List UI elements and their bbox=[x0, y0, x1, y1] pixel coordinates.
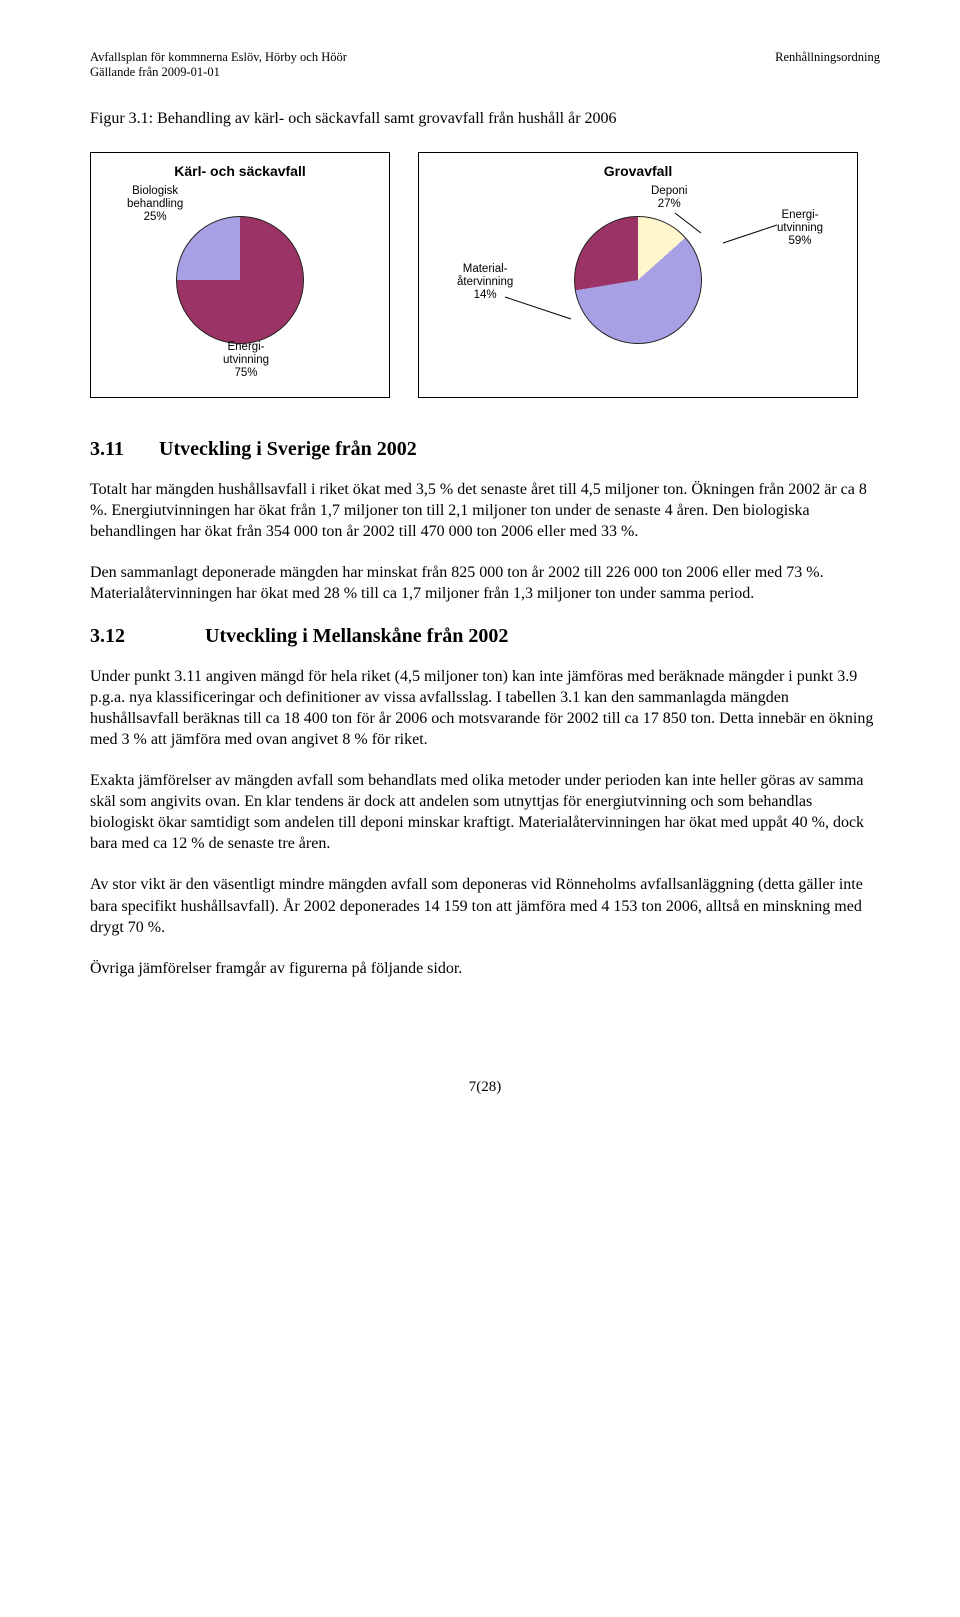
chart-box-karl: Kärl- och säckavfall Biologiskbehandling… bbox=[90, 152, 390, 398]
header-left: Avfallsplan för kommnerna Eslöv, Hörby o… bbox=[90, 50, 347, 80]
header-left-line2: Gällande från 2009-01-01 bbox=[90, 65, 347, 80]
chart-left-title: Kärl- och säckavfall bbox=[105, 163, 375, 179]
section-311-heading: 3.11 Utveckling i Sverige från 2002 bbox=[90, 438, 880, 461]
section-312-para3: Av stor vikt är den väsentligt mindre mä… bbox=[90, 874, 880, 937]
chart-right-body: Deponi27% Energi-utvinning59% Material-åte… bbox=[433, 185, 843, 375]
section-312-para1: Under punkt 3.11 angiven mängd för hela … bbox=[90, 666, 880, 750]
section-312-para4: Övriga jämförelser framgår av figurerna … bbox=[90, 958, 880, 979]
section-311-para1: Totalt har mängden hushållsavfall i rike… bbox=[90, 479, 880, 542]
section-311-para2: Den sammanlagt deponerade mängden har mi… bbox=[90, 562, 880, 604]
chart-left-body: Biologiskbehandling25%Energi-utvinning75… bbox=[105, 185, 375, 375]
header-left-line1: Avfallsplan för kommnerna Eslöv, Hörby o… bbox=[90, 50, 347, 65]
pie-slice-label: Biologiskbehandling25% bbox=[127, 185, 183, 225]
pie-slice-label: Energi-utvinning75% bbox=[223, 341, 269, 381]
chart-row: Kärl- och säckavfall Biologiskbehandling… bbox=[90, 152, 880, 398]
section-312-num: 3.12 bbox=[90, 625, 200, 648]
chart-box-grov: Grovavfall Deponi27% Energi-utvinning59% M… bbox=[418, 152, 858, 398]
section-311-title: Utveckling i Sverige från 2002 bbox=[159, 438, 417, 460]
section-312-para2: Exakta jämförelser av mängden avfall som… bbox=[90, 770, 880, 854]
pie-slice-label: Deponi27% bbox=[651, 185, 687, 211]
page-number: 7(28) bbox=[90, 1079, 880, 1096]
pie-slice-label: Energi-utvinning59% bbox=[777, 209, 823, 249]
chart-right-title: Grovavfall bbox=[433, 163, 843, 179]
pie-left bbox=[176, 216, 304, 344]
section-312-title: Utveckling i Mellanskåne från 2002 bbox=[205, 625, 508, 647]
leader-lines-3 bbox=[503, 281, 623, 361]
section-312-heading: 3.12 Utveckling i Mellanskåne från 2002 bbox=[90, 625, 880, 648]
pie-slice-label: Material-återvinning14% bbox=[457, 263, 513, 303]
figure-title: Figur 3.1: Behandling av kärl- och säcka… bbox=[90, 110, 880, 128]
page-header: Avfallsplan för kommnerna Eslöv, Hörby o… bbox=[90, 50, 880, 80]
header-right: Renhållningsordning bbox=[775, 50, 880, 80]
section-311-num: 3.11 bbox=[90, 438, 154, 461]
